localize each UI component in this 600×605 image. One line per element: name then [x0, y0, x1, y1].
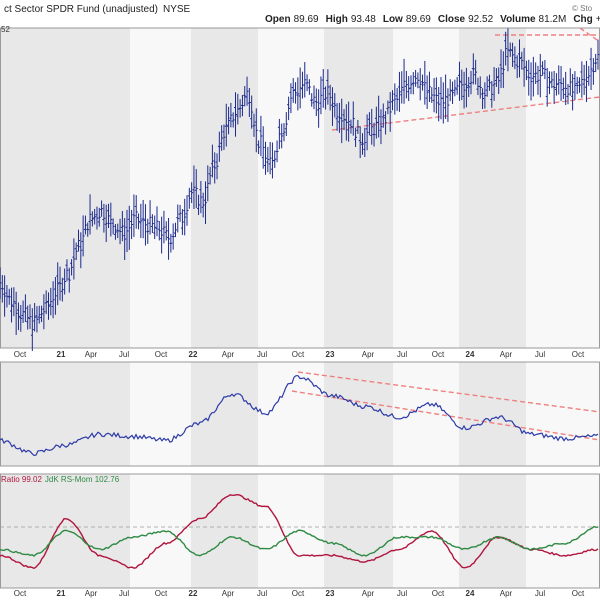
- year-band: [191, 474, 258, 588]
- rs-mom-line: [0, 525, 599, 557]
- x-axis-labels: Oct Oct 21 21 Apr Apr Jul Jul Oct Oct 22 22 Apr Apr Ju…: [14, 350, 585, 598]
- x-tick-label: Apr: [222, 589, 235, 598]
- stat-label: Chg: [573, 14, 592, 25]
- year-band: [191, 362, 258, 466]
- x-tick-label: Apr: [500, 350, 513, 359]
- month-bands: [0, 28, 600, 588]
- rs-ratio-line: [0, 493, 599, 570]
- stat-value: 89.69: [406, 14, 431, 25]
- year-band: [0, 28, 130, 348]
- x-tick-label: Jul: [397, 350, 407, 359]
- year-band: [459, 474, 526, 588]
- watermark: © Sto: [572, 4, 593, 13]
- year-band: [324, 474, 393, 588]
- year-band: [130, 474, 191, 588]
- chart-title: ct Sector SPDR Fund (unadjusted) NYSE: [4, 4, 191, 15]
- x-tick-label: Jul: [397, 589, 407, 598]
- stat-value: 93.48: [351, 14, 376, 25]
- x-tick-label: Apr: [362, 589, 375, 598]
- year-band: [130, 362, 191, 466]
- x-tick-label: Apr: [362, 350, 375, 359]
- ratio-line: [0, 375, 599, 457]
- x-tick-label: Jul: [257, 350, 267, 359]
- x-tick-label: Apr: [85, 589, 98, 598]
- rs-mom-legend: JdK RS-Mom 102.76: [45, 475, 120, 484]
- x-tick-label: Oct: [432, 589, 445, 598]
- price-last-label: 52: [1, 25, 10, 34]
- x-tick-label: Jul: [119, 350, 129, 359]
- x-tick-label: 24: [466, 350, 475, 359]
- ohlc-stats: Open 89.69 High 93.48 Low 89.69 Close 92.52 Volu…: [265, 14, 600, 25]
- trendline: [331, 96, 600, 131]
- year-band: [526, 362, 600, 466]
- x-tick-label: Jul: [535, 350, 545, 359]
- x-tick-label: Oct: [155, 589, 168, 598]
- trendline: [579, 27, 600, 43]
- x-tick-label: Oct: [292, 589, 305, 598]
- year-band: [393, 474, 459, 588]
- year-band: [526, 474, 600, 588]
- stat-value: 92.52: [468, 14, 493, 25]
- x-tick-label: 23: [326, 350, 335, 359]
- year-band: [0, 362, 130, 466]
- x-tick-label: Apr: [222, 350, 235, 359]
- relative-strength-line: [0, 375, 599, 457]
- trendline: [297, 371, 600, 413]
- x-tick-label: Jul: [535, 589, 545, 598]
- x-tick-label: 22: [189, 350, 198, 359]
- x-tick-label: Oct: [292, 350, 305, 359]
- x-tick-label: 21: [57, 589, 66, 598]
- x-tick-label: Oct: [432, 350, 445, 359]
- year-band: [258, 474, 324, 588]
- rs-momentum-lines: [0, 493, 599, 570]
- x-tick-label: Oct: [14, 589, 27, 598]
- year-band: [459, 28, 526, 348]
- stat-value: +2.: [596, 14, 600, 25]
- x-tick-label: Oct: [572, 350, 585, 359]
- x-tick-label: Oct: [14, 350, 27, 359]
- price-bars: [0, 28, 600, 352]
- x-tick-label: Oct: [155, 350, 168, 359]
- year-band: [258, 28, 324, 348]
- x-tick-label: 24: [466, 589, 475, 598]
- stat-label: Low: [383, 14, 403, 25]
- x-tick-label: Jul: [119, 589, 129, 598]
- x-tick-label: 22: [189, 589, 198, 598]
- x-tick-label: 23: [326, 589, 335, 598]
- year-band: [459, 362, 526, 466]
- stat-value: 81.2M: [539, 14, 567, 25]
- x-tick-label: Apr: [85, 350, 98, 359]
- stat-value: 89.69: [294, 14, 319, 25]
- year-band: [393, 362, 459, 466]
- x-tick-label: Apr: [500, 589, 513, 598]
- stat-label: Close: [438, 14, 466, 25]
- stat-label: Open: [265, 14, 291, 25]
- year-band: [393, 28, 459, 348]
- x-tick-label: Jul: [257, 589, 267, 598]
- year-band: [324, 28, 393, 348]
- rs-ratio-legend: Ratio 99.02: [1, 475, 42, 484]
- x-tick-label: Oct: [572, 589, 585, 598]
- rs-legend: Ratio 99.02 JdK RS-Mom 102.76: [1, 475, 120, 484]
- stat-label: High: [326, 14, 348, 25]
- x-tick-label: 21: [57, 350, 66, 359]
- stat-label: Volume: [500, 14, 536, 25]
- year-band: [130, 28, 191, 348]
